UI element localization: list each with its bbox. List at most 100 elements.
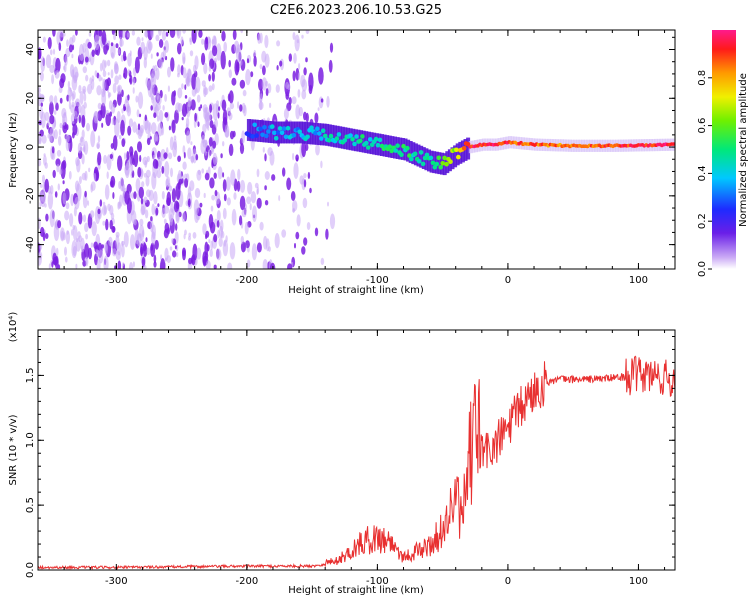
trace-band (458, 141, 463, 164)
noise-speck (95, 249, 99, 257)
noise-speck (162, 105, 165, 111)
trace-band (408, 141, 413, 163)
trace-point (291, 133, 297, 138)
noise-speck (201, 168, 205, 174)
noise-speck (149, 136, 152, 140)
noise-speck (145, 237, 148, 243)
noise-speck (64, 246, 67, 256)
noise-speck (237, 168, 241, 181)
noise-speck (151, 122, 157, 135)
noise-speck (184, 95, 188, 99)
noise-speck (228, 59, 231, 68)
noise-speck (329, 213, 336, 230)
y-tick-label: -20 (25, 188, 36, 204)
noise-speck (305, 57, 308, 63)
noise-speck (182, 30, 186, 34)
noise-speck (97, 110, 103, 122)
noise-speck (320, 160, 323, 169)
trace-point (428, 155, 434, 161)
noise-speck (240, 30, 244, 34)
trace-point (275, 130, 281, 135)
noise-speck (43, 155, 47, 166)
noise-speck (131, 210, 137, 225)
noise-speck (184, 84, 187, 90)
noise-speck (205, 260, 211, 269)
noise-speck (275, 84, 280, 93)
spectrogram-y-label: Frequency (Hz) (8, 112, 19, 188)
noise-speck (60, 230, 65, 241)
noise-speck (52, 30, 56, 37)
noise-speck (203, 107, 208, 120)
noise-speck (121, 138, 126, 148)
noise-speck (112, 248, 117, 257)
colorbar: 0.0 0.2 0.4 0.6 0.8 Normalized spectral ampl… (697, 30, 749, 277)
noise-speck (137, 91, 144, 109)
noise-speck (102, 70, 107, 78)
noise-speck (220, 50, 226, 70)
noise-speck (40, 226, 45, 238)
noise-speck (58, 42, 62, 51)
noise-speck (221, 30, 226, 42)
noise-speck (145, 77, 149, 87)
noise-speck (68, 101, 72, 110)
noise-speck (169, 246, 173, 251)
noise-speck (99, 199, 103, 207)
noise-speck (80, 237, 85, 253)
noise-speck (132, 87, 135, 94)
noise-speck (151, 73, 155, 83)
noise-speck (198, 106, 201, 112)
trace-band (309, 122, 314, 145)
noise-speck (71, 53, 74, 59)
noise-speck (110, 103, 116, 114)
trace-point (671, 142, 675, 146)
noise-speck (121, 108, 124, 114)
noise-speck (267, 147, 273, 156)
noise-speck (45, 213, 49, 222)
trace-band (453, 145, 458, 168)
noise-speck (167, 66, 171, 78)
noise-speck (55, 158, 61, 167)
trace-band (346, 127, 351, 150)
noise-speck (151, 172, 157, 190)
trace-band (333, 125, 337, 148)
noise-speck (223, 193, 227, 202)
noise-speck (110, 212, 115, 220)
noise-speck (114, 118, 120, 138)
noise-speck (84, 243, 90, 260)
noise-speck (98, 74, 102, 82)
trace-point (405, 145, 410, 151)
trace-point (399, 152, 404, 158)
noise-speck (75, 263, 78, 269)
snr-y-ticks: 0.0 0.5 1.0 1.5 (25, 335, 675, 578)
noise-speck (209, 58, 215, 69)
noise-speck (161, 190, 165, 200)
noise-speck (228, 112, 233, 121)
snr-y-label: SNR (10 * v/v) (8, 414, 19, 485)
noise-speck (276, 65, 279, 71)
noise-speck (143, 196, 148, 204)
noise-speck (117, 201, 120, 210)
noise-speck (129, 50, 132, 57)
noise-speck (218, 106, 221, 111)
trace-point (322, 133, 328, 139)
noise-speck (303, 173, 307, 179)
trace-point (438, 165, 444, 170)
noise-speck (82, 66, 88, 74)
noise-speck (127, 125, 132, 136)
noise-speck (96, 143, 100, 149)
noise-speck (151, 203, 155, 216)
noise-speck (87, 200, 90, 206)
noise-speck (170, 167, 173, 178)
noise-speck (205, 36, 208, 45)
noise-speck (155, 34, 160, 42)
trace-band (259, 120, 264, 143)
noise-speck (224, 124, 230, 138)
noise-speck (123, 152, 127, 160)
noise-speck (139, 154, 142, 163)
noise-speck (103, 154, 108, 164)
noise-speck (210, 147, 214, 155)
noise-speck (83, 101, 87, 109)
noise-speck (107, 92, 111, 99)
